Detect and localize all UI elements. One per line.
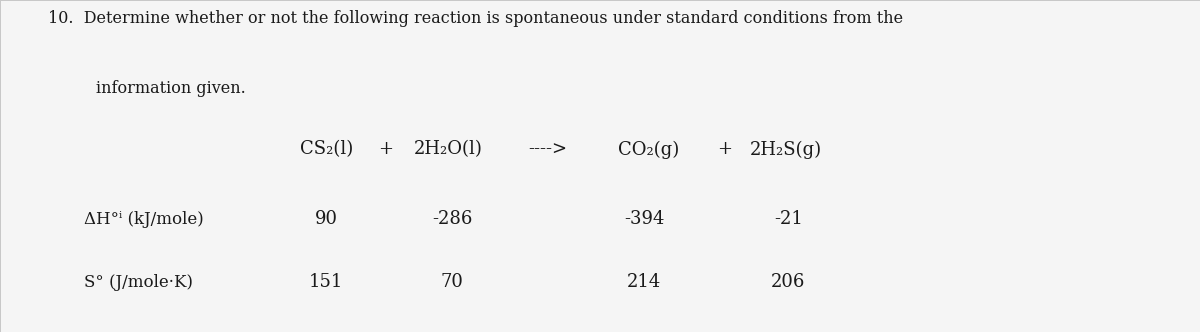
Text: -394: -394 [624, 210, 665, 228]
Text: CO₂(g): CO₂(g) [618, 140, 679, 158]
Text: -286: -286 [432, 210, 473, 228]
Text: S° (J/mole·K): S° (J/mole·K) [84, 274, 193, 291]
Text: 206: 206 [772, 273, 805, 291]
Text: -21: -21 [774, 210, 803, 228]
Text: 151: 151 [310, 273, 343, 291]
Text: 2H₂O(l): 2H₂O(l) [414, 140, 482, 158]
Text: information given.: information given. [96, 80, 246, 97]
Text: +: + [718, 140, 732, 158]
Text: CS₂(l): CS₂(l) [300, 140, 353, 158]
Text: 90: 90 [314, 210, 338, 228]
Text: 10.  Determine whether or not the following reaction is spontaneous under standa: 10. Determine whether or not the followi… [48, 10, 904, 27]
Text: 214: 214 [628, 273, 661, 291]
Text: ---->: ----> [528, 140, 568, 158]
Text: 2H₂S(g): 2H₂S(g) [750, 140, 822, 158]
Text: +: + [378, 140, 394, 158]
Text: ΔH°ⁱ (kJ/mole): ΔH°ⁱ (kJ/mole) [84, 210, 204, 228]
Text: 70: 70 [440, 273, 464, 291]
